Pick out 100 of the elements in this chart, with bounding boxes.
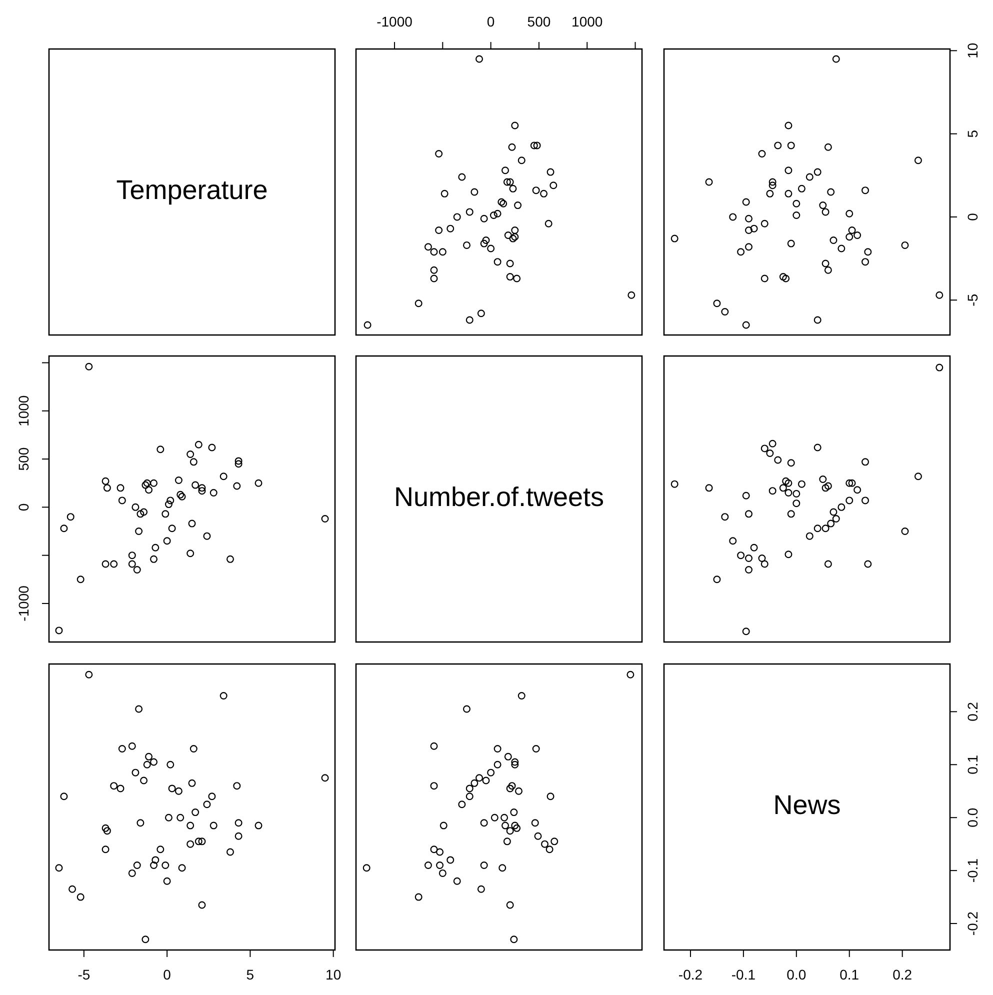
point: [150, 555, 158, 563]
point: [156, 846, 164, 854]
point: [476, 55, 484, 63]
point: [487, 244, 495, 252]
point: [186, 450, 194, 458]
point: [760, 444, 768, 452]
point: [500, 200, 508, 208]
y-tick-label: -1000: [16, 585, 32, 622]
point: [118, 496, 126, 504]
point: [784, 122, 792, 130]
point: [502, 822, 510, 830]
point: [102, 560, 110, 568]
y-tick-label: 0.0: [964, 808, 981, 828]
point: [210, 488, 218, 496]
point: [103, 484, 111, 492]
point: [466, 208, 474, 216]
text: News: [773, 790, 841, 820]
point: [446, 856, 454, 864]
point: [798, 480, 806, 488]
point: [414, 893, 422, 901]
y-tick-label: 0.1: [964, 754, 981, 774]
point: [533, 142, 541, 150]
point: [824, 266, 832, 274]
point: [534, 832, 542, 840]
point: [198, 487, 206, 495]
point: [143, 760, 151, 768]
point: [145, 486, 153, 494]
point: [430, 248, 438, 256]
point: [145, 752, 153, 760]
y-tick-label: 0: [16, 503, 32, 512]
point: [814, 444, 822, 452]
point: [832, 55, 840, 63]
point: [362, 864, 370, 872]
point: [132, 503, 140, 511]
point: [477, 310, 485, 318]
point: [55, 864, 63, 872]
point: [494, 258, 502, 266]
point: [511, 122, 519, 130]
x-tick-label: 500: [527, 14, 551, 30]
point: [862, 186, 870, 194]
point: [822, 484, 830, 492]
point: [787, 459, 795, 467]
point: [178, 864, 186, 872]
point: [198, 838, 206, 846]
point: [458, 800, 466, 808]
point: [862, 258, 870, 266]
point: [503, 178, 511, 186]
y-tick-label: 5: [964, 130, 981, 138]
point: [166, 496, 174, 504]
point: [513, 824, 521, 832]
point: [321, 514, 329, 522]
point: [502, 166, 510, 174]
point: [135, 528, 143, 536]
point: [192, 808, 200, 816]
point: [814, 168, 822, 176]
point: [503, 838, 511, 846]
point: [532, 744, 540, 752]
point: [508, 782, 516, 790]
point: [480, 819, 488, 827]
point: [226, 555, 234, 563]
point: [164, 814, 172, 822]
point: [768, 487, 776, 495]
point: [220, 692, 228, 700]
point: [779, 484, 787, 492]
point: [494, 744, 502, 752]
point: [234, 832, 242, 840]
point: [792, 212, 800, 220]
point: [513, 274, 521, 282]
point: [798, 184, 806, 192]
point: [414, 300, 422, 308]
point: [784, 488, 792, 496]
point: [742, 198, 750, 206]
point: [233, 482, 241, 490]
point: [208, 444, 216, 452]
point: [511, 758, 519, 766]
point: [494, 760, 502, 768]
x-tick-label: -1000: [376, 14, 413, 30]
point: [729, 537, 737, 545]
point: [438, 248, 446, 256]
point: [76, 576, 84, 584]
y-tick-label: -0.1: [964, 858, 981, 883]
point: [744, 554, 752, 562]
point: [760, 560, 768, 568]
point: [737, 552, 745, 560]
y-tick-label: 500: [16, 447, 32, 471]
y-tick-label: -5: [964, 294, 981, 306]
point: [824, 143, 832, 151]
point: [742, 628, 750, 636]
y-tick-label: 10: [964, 42, 981, 58]
point: [128, 552, 136, 560]
point: [55, 626, 63, 634]
point: [424, 862, 432, 870]
point: [824, 560, 832, 568]
point: [514, 202, 522, 210]
point: [792, 490, 800, 498]
point: [476, 774, 484, 782]
point: [470, 188, 478, 196]
point: [705, 484, 713, 492]
point: [760, 220, 768, 228]
point: [832, 514, 840, 522]
